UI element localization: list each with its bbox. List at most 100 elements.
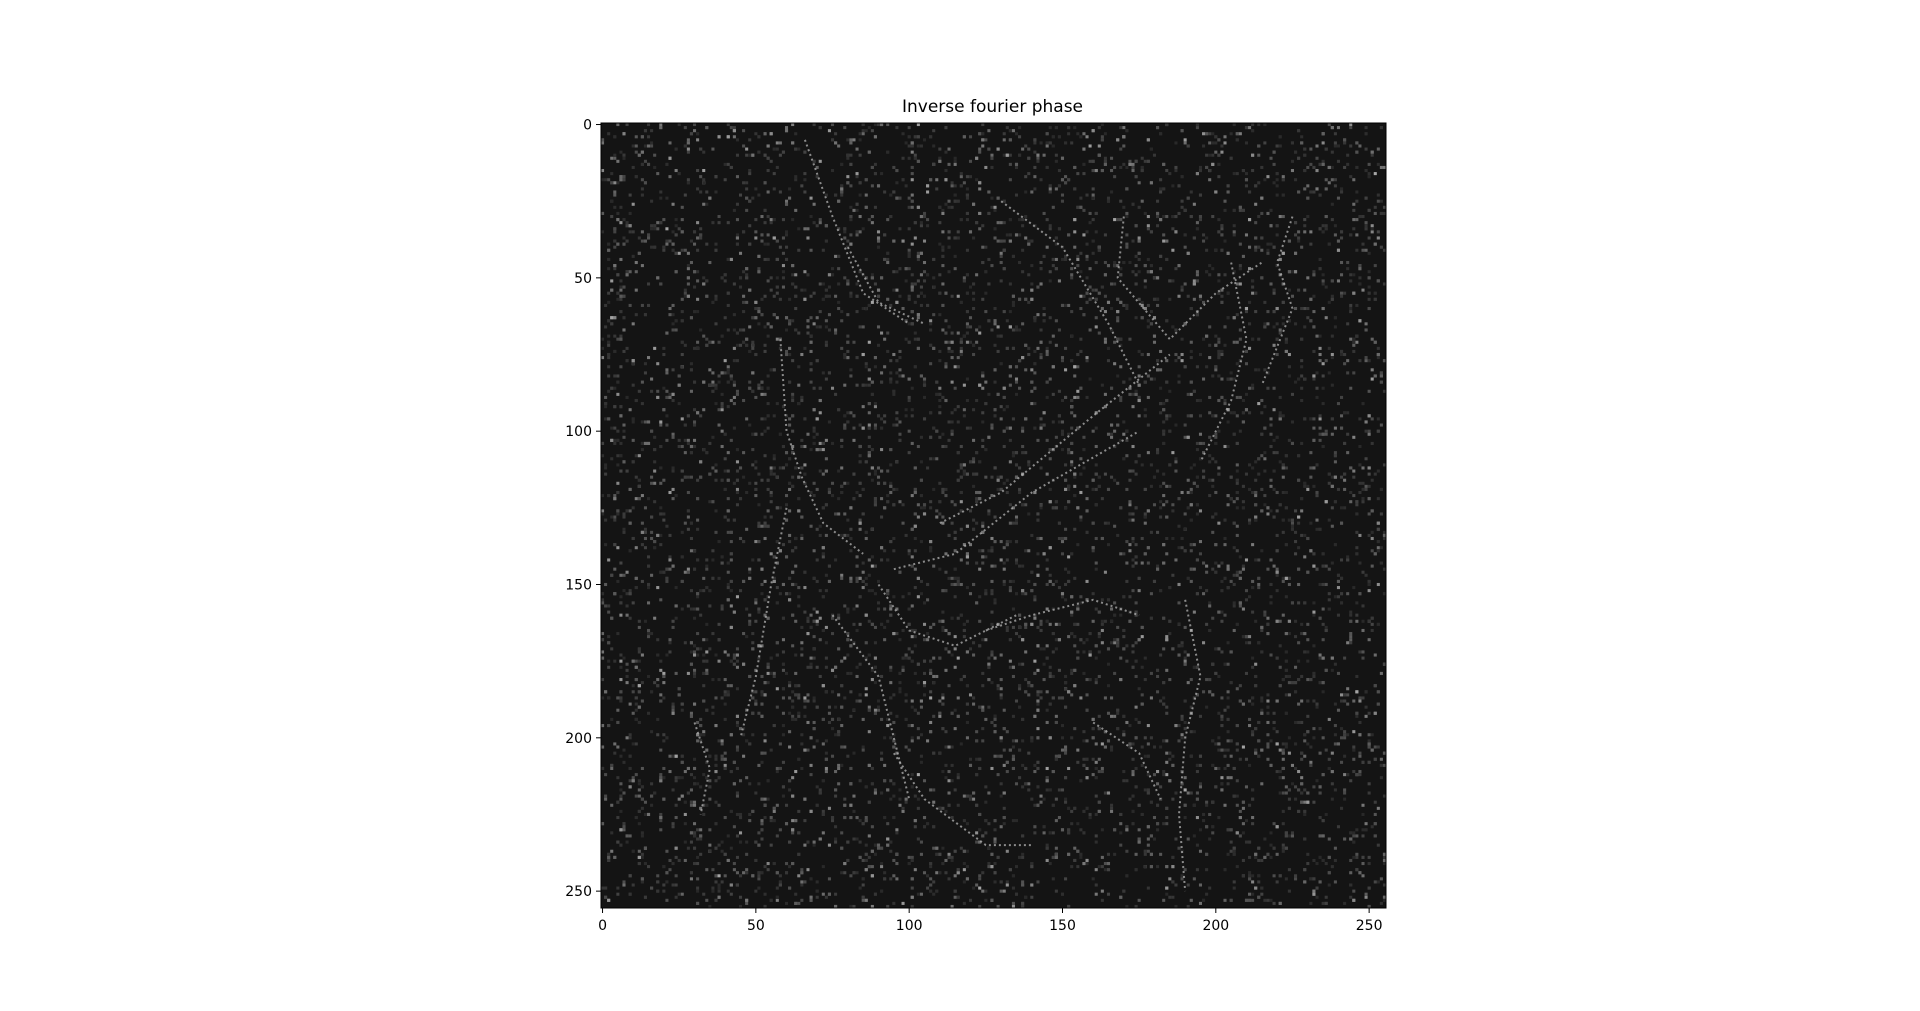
noise-pixel <box>941 282 945 286</box>
noise-pixel <box>1370 530 1374 534</box>
noise-pixel <box>993 840 997 844</box>
noise-pixel <box>729 540 733 544</box>
noise-pixel <box>889 797 893 801</box>
noise-pixel <box>996 687 1000 691</box>
noise-pixel <box>855 674 859 679</box>
noise-pixel <box>619 782 623 786</box>
noise-pixel <box>996 754 1000 758</box>
noise-pixel <box>754 132 758 136</box>
noise-pixel <box>763 613 767 617</box>
noise-pixel <box>834 770 838 774</box>
noise-pixel <box>692 757 697 761</box>
noise-pixel <box>950 331 954 335</box>
noise-pixel <box>1027 460 1031 464</box>
noise-pixel <box>947 770 951 774</box>
noise-pixel <box>821 831 825 835</box>
noise-pixel <box>1085 276 1089 280</box>
noise-pixel <box>803 481 807 485</box>
noise-pixel <box>919 840 923 844</box>
noise-pixel <box>1079 337 1083 341</box>
noise-pixel <box>1018 687 1022 691</box>
noise-pixel <box>1281 576 1285 580</box>
noise-pixel <box>1244 785 1249 789</box>
noise-pixel <box>662 518 666 522</box>
noise-pixel <box>686 147 690 151</box>
noise-pixel <box>1232 546 1236 550</box>
noise-pixel <box>705 242 709 246</box>
noise-pixel <box>1036 880 1040 884</box>
noise-pixel <box>619 288 623 292</box>
noise-pixel <box>1340 558 1344 562</box>
noise-pixel <box>867 705 871 709</box>
noise-pixel <box>1082 208 1086 212</box>
noise-pixel <box>1349 126 1353 130</box>
noise-pixel <box>610 172 614 176</box>
noise-pixel <box>1045 607 1049 611</box>
noise-pixel <box>1263 300 1267 304</box>
noise-pixel <box>714 800 718 804</box>
noise-pixel <box>784 803 789 807</box>
noise-pixel <box>1287 834 1291 838</box>
noise-pixel <box>818 441 822 445</box>
noise-pixel <box>1309 162 1313 166</box>
noise-pixel <box>1180 546 1184 550</box>
noise-pixel <box>1156 564 1160 568</box>
noise-pixel <box>1205 564 1209 568</box>
noise-pixel <box>834 892 838 896</box>
noise-pixel <box>1340 736 1344 740</box>
noise-pixel <box>735 503 739 507</box>
noise-pixel <box>892 423 896 427</box>
noise-pixel <box>1048 457 1052 461</box>
noise-pixel <box>1103 310 1107 314</box>
noise-pixel <box>1021 270 1025 274</box>
noise-pixel <box>723 457 727 461</box>
noise-pixel <box>1370 230 1374 234</box>
noise-pixel <box>947 420 951 424</box>
noise-pixel <box>1318 334 1322 338</box>
noise-pixel <box>745 147 749 151</box>
noise-pixel <box>754 230 758 234</box>
noise-pixel <box>1260 699 1264 703</box>
noise-pixel <box>1002 546 1006 550</box>
noise-pixel <box>1024 214 1028 219</box>
noise-pixel <box>1134 717 1138 721</box>
noise-pixel <box>1306 184 1310 188</box>
noise-pixel <box>1254 478 1258 482</box>
noise-pixel <box>880 172 884 176</box>
noise-pixel <box>1183 788 1187 792</box>
noise-pixel <box>1220 227 1224 231</box>
noise-pixel <box>1113 524 1117 528</box>
noise-pixel <box>1085 693 1089 697</box>
noise-pixel <box>1131 444 1135 449</box>
noise-pixel <box>916 595 920 599</box>
noise-pixel <box>1198 441 1203 445</box>
noise-pixel <box>910 699 914 703</box>
noise-pixel <box>604 303 608 307</box>
noise-pixel <box>1149 530 1153 534</box>
noise-pixel <box>613 334 617 338</box>
noise-pixel <box>990 610 994 614</box>
noise-pixel <box>683 641 687 645</box>
noise-pixel <box>692 242 697 246</box>
noise-pixel <box>1011 754 1015 758</box>
noise-pixel <box>668 641 672 645</box>
noise-pixel <box>702 408 706 412</box>
noise-pixel <box>1269 739 1273 743</box>
noise-pixel <box>855 147 859 151</box>
noise-pixel <box>628 509 632 513</box>
noise-pixel <box>1143 788 1147 792</box>
noise-pixel <box>692 674 697 679</box>
noise-pixel <box>1079 828 1083 832</box>
noise-pixel <box>803 696 807 700</box>
noise-pixel <box>861 129 865 133</box>
noise-pixel <box>818 325 822 329</box>
noise-pixel <box>640 178 644 182</box>
noise-pixel <box>1021 564 1025 568</box>
noise-pixel <box>1165 751 1169 755</box>
noise-pixel <box>788 730 792 734</box>
noise-pixel <box>1116 711 1120 715</box>
noise-pixel <box>1125 849 1129 853</box>
noise-pixel <box>840 346 844 350</box>
noise-pixel <box>650 199 654 203</box>
noise-pixel <box>855 310 859 314</box>
